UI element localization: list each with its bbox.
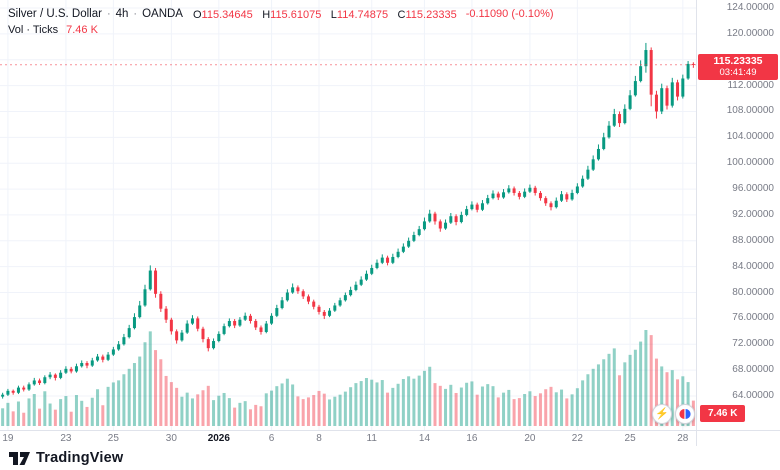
price-tick-label: 108.00000	[726, 105, 774, 117]
tradingview-logo-icon	[9, 451, 30, 465]
price-tick-label: 100.00000	[726, 157, 774, 169]
low-value: 114.74875	[336, 9, 389, 21]
high-value: 115.61075	[270, 9, 322, 21]
price-chart-svg[interactable]	[0, 0, 696, 430]
time-tick-label: 19	[2, 433, 14, 444]
price-tick-label: 76.00000	[732, 312, 774, 324]
trading-panel-button[interactable]	[675, 404, 695, 424]
low-label: L	[330, 9, 337, 21]
time-tick-label: 22	[571, 433, 583, 444]
price-tick-label: 96.00000	[732, 183, 774, 195]
exchange-label[interactable]: OANDA	[142, 8, 183, 20]
open-label: O	[192, 9, 202, 21]
time-tick-label: 28	[677, 433, 689, 444]
bar-countdown: 03:41:49	[719, 66, 757, 78]
close-value: 115.23335	[405, 9, 457, 21]
price-tick-label: 68.00000	[732, 364, 774, 376]
volume-indicator-value: 7.46 K	[66, 24, 98, 36]
price-tick-label: 88.00000	[732, 234, 774, 246]
time-axis[interactable]: 19 23 25 30 2026 6 8 11 14 16 20 22 25 28	[0, 430, 696, 447]
footer: TradingView	[0, 446, 780, 470]
quick-trade-buttons: ⚡	[652, 404, 695, 424]
price-badge: 115.23335 03:41:49	[698, 53, 778, 80]
price-tick-label: 92.00000	[732, 208, 774, 220]
buy-sell-icon	[679, 409, 691, 419]
volume-indicator-label[interactable]: Vol · Ticks	[8, 24, 59, 36]
tradingview-logo[interactable]: TradingView	[8, 450, 123, 467]
price-tick-label: 124.00000	[726, 2, 774, 13]
instant-order-button[interactable]: ⚡	[652, 404, 672, 424]
timeframe-label[interactable]: 4h	[115, 8, 129, 20]
axis-corner	[696, 430, 780, 447]
price-tick-label: 72.00000	[732, 338, 774, 350]
time-tick-label: 11	[366, 433, 377, 444]
price-tick-label: 64.00000	[732, 390, 774, 401]
legend-volume-row: Vol · Ticks 7.46 K	[8, 22, 554, 38]
high-label: H	[262, 9, 271, 21]
change-value: -0.11090 (-0.10%)	[465, 8, 554, 20]
symbol-title[interactable]: Silver / U.S. Dollar	[8, 8, 102, 20]
time-tick-label: 25	[107, 433, 119, 444]
price-tick-label: 120.00000	[726, 27, 774, 39]
legend-separator: ·	[106, 8, 111, 20]
chart-legend: Silver / U.S. Dollar · 4h · OANDA O115.3…	[8, 6, 554, 38]
price-tick-label: 84.00000	[732, 260, 774, 272]
brand-name: TradingView	[36, 450, 124, 466]
time-tick-label: 14	[418, 433, 431, 444]
time-tick-label: 30	[165, 433, 177, 444]
time-tick-label: 23	[60, 433, 72, 444]
volume-badge: 7.46 K	[700, 405, 746, 422]
price-tick-label: 104.00000	[726, 131, 774, 143]
legend-symbol-row: Silver / U.S. Dollar · 4h · OANDA O115.3…	[8, 6, 554, 22]
time-tick-label: 2026	[207, 433, 230, 444]
price-tick-label: 80.00000	[732, 286, 774, 298]
open-value: 115.34645	[201, 9, 253, 21]
legend-separator: ·	[133, 8, 138, 20]
lightning-icon: ⚡	[655, 407, 669, 420]
close-label: C	[397, 9, 406, 21]
time-tick-label: 6	[268, 433, 275, 444]
time-tick-label: 8	[316, 433, 322, 444]
price-tick-label: 112.00000	[727, 79, 774, 91]
time-tick-label: 20	[524, 433, 536, 444]
time-tick-label: 25	[624, 433, 636, 444]
time-tick-label: 16	[466, 433, 478, 444]
last-price-value: 115.23335	[713, 54, 763, 67]
